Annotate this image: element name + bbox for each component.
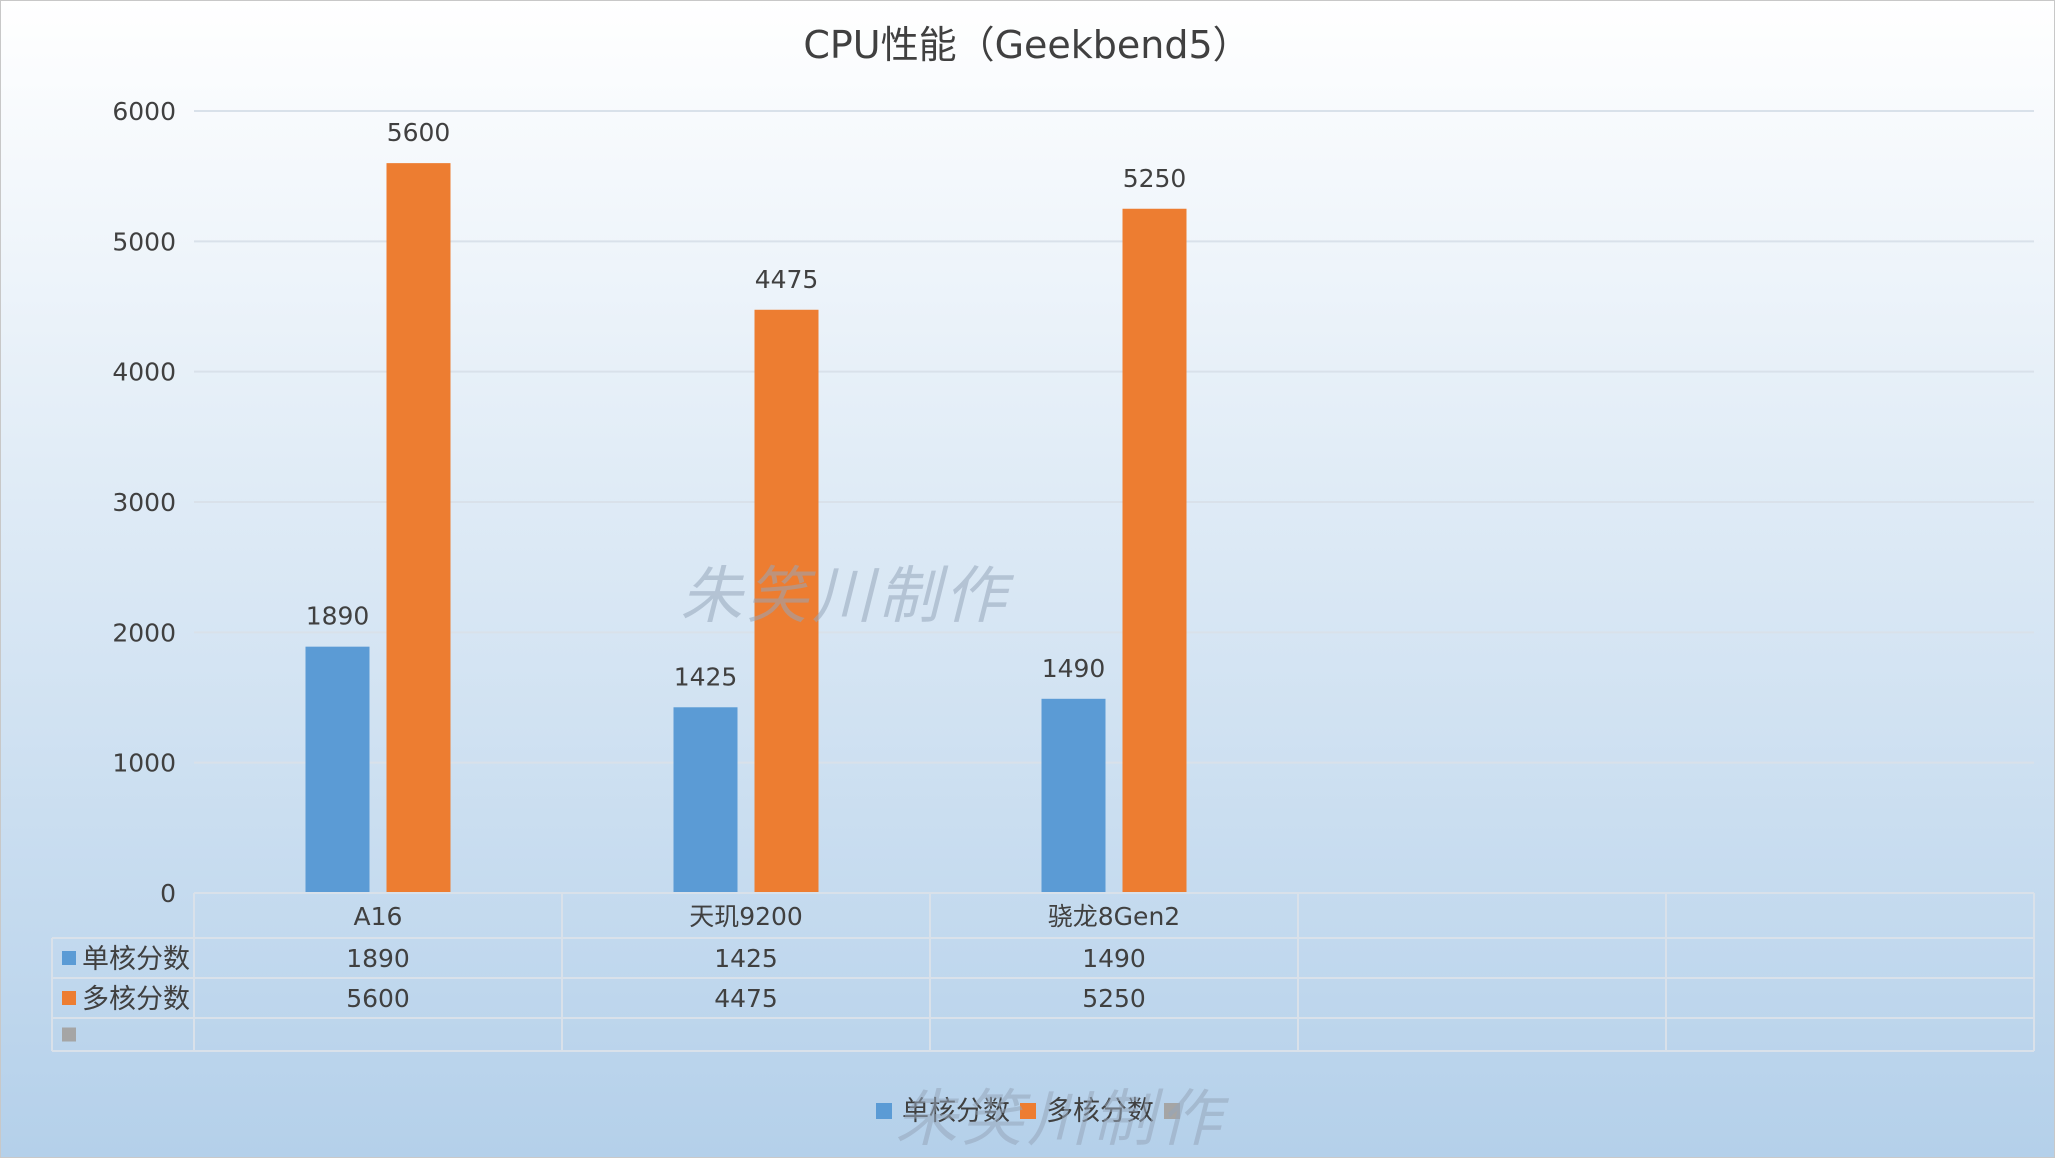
y-tick-label: 6000 [112, 97, 176, 126]
data-label: 5600 [387, 118, 451, 147]
table-row-label: 多核分数 [82, 984, 190, 1015]
chart-title: CPU性能（Geekbend5） [803, 23, 1250, 67]
table-cell: 1490 [1082, 944, 1146, 973]
data-label: 1490 [1042, 654, 1106, 683]
table-legend-key [62, 1027, 76, 1042]
y-tick-label: 1000 [112, 749, 176, 778]
table-row-label: 单核分数 [82, 944, 190, 975]
bar-multi-1 [754, 309, 819, 894]
table-cell: 5600 [346, 984, 410, 1013]
table-cell: 4475 [714, 984, 778, 1013]
y-tick-label: 0 [160, 879, 176, 908]
data-table: A16 天玑9200 骁龙8Gen2 单核分数 1890 1425 1490 多核分数 5600… [51, 892, 2035, 1052]
gridlines [194, 110, 2034, 764]
y-tick-label: 4000 [112, 358, 176, 387]
x-tick-label: 天玑9200 [689, 902, 803, 931]
legend-key-1 [1020, 1103, 1036, 1119]
table-cell: 1890 [346, 944, 410, 973]
legend-label: 单核分数 [902, 1096, 1010, 1127]
bar-multi-0 [386, 163, 451, 894]
x-tick-label: 骁龙8Gen2 [1048, 902, 1180, 931]
data-label: 4475 [755, 265, 819, 294]
legend-key-2 [1164, 1103, 1180, 1119]
bar-single-2 [1041, 698, 1106, 893]
legend-key-0 [876, 1103, 892, 1119]
watermark-center: 朱笑川制作 [680, 559, 1011, 632]
table-cell: 5250 [1082, 984, 1146, 1013]
y-tick-label: 2000 [112, 618, 176, 647]
data-label: 1890 [306, 602, 370, 631]
watermark-bottom: 朱笑川制作 [895, 1082, 1226, 1155]
legend-label: 多核分数 [1046, 1096, 1154, 1127]
y-axis-ticks: 0 1000 2000 3000 4000 5000 6000 [112, 97, 176, 908]
bars [305, 163, 1187, 894]
x-tick-label: A16 [354, 902, 403, 931]
y-tick-label: 3000 [112, 488, 176, 517]
bar-single-1 [673, 707, 738, 893]
legend: 单核分数 多核分数 [876, 1096, 1180, 1127]
data-labels: 1890 5600 1425 4475 1490 5250 [306, 118, 1187, 691]
bar-multi-2 [1122, 208, 1187, 893]
data-label: 5250 [1123, 164, 1187, 193]
data-label: 1425 [674, 662, 738, 691]
table-cell: 1425 [714, 944, 778, 973]
y-tick-label: 5000 [112, 227, 176, 256]
table-legend-key [62, 951, 76, 965]
table-legend-key [62, 991, 76, 1005]
bar-single-0 [305, 646, 370, 893]
